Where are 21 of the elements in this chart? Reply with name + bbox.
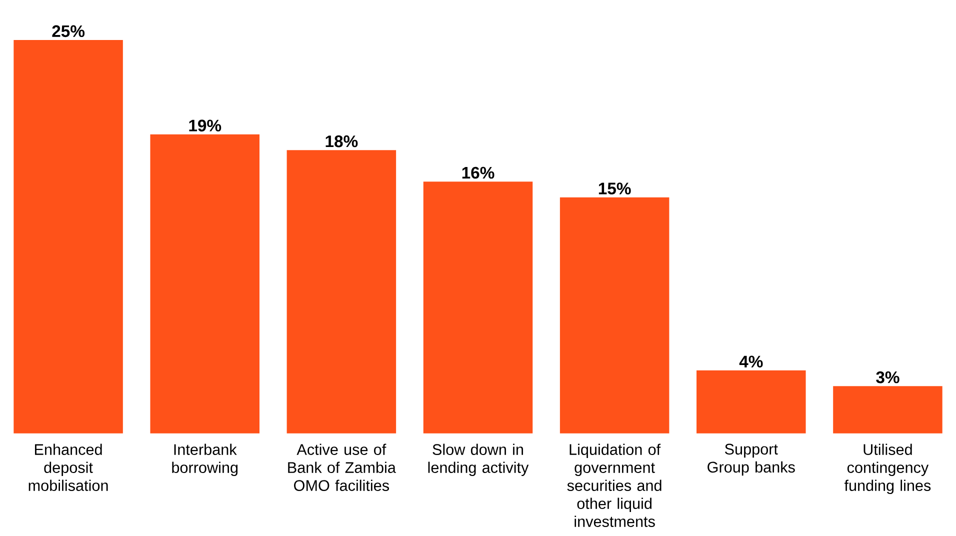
bar (286, 150, 396, 434)
x-tick-label: Support Group banks (708, 444, 795, 476)
x-tick-label: Interbank borrowing (172, 444, 238, 476)
bar (14, 40, 123, 434)
data-label: 19% (189, 120, 222, 132)
data-label: 3% (876, 371, 900, 384)
bar (150, 134, 260, 434)
x-tick-label: Utilised contingency funding lines (844, 444, 931, 494)
data-label: 25% (52, 25, 85, 38)
x-tick-label: Slow down in lending activity (428, 444, 529, 476)
data-label: 4% (739, 356, 763, 368)
bar (560, 197, 670, 434)
x-tick-label: Liquidation of government securities and other liquid investments (567, 444, 662, 527)
x-tick-label: Active use of Bank of Zambia OMO facilities (288, 444, 396, 491)
bar (696, 370, 806, 434)
bar (833, 386, 942, 434)
x-tick-label: Enhanced deposit mobilisation (28, 444, 108, 491)
data-label: 18% (326, 135, 358, 148)
bar (423, 182, 533, 434)
data-label: 15% (598, 182, 631, 194)
data-label: 16% (462, 166, 494, 179)
